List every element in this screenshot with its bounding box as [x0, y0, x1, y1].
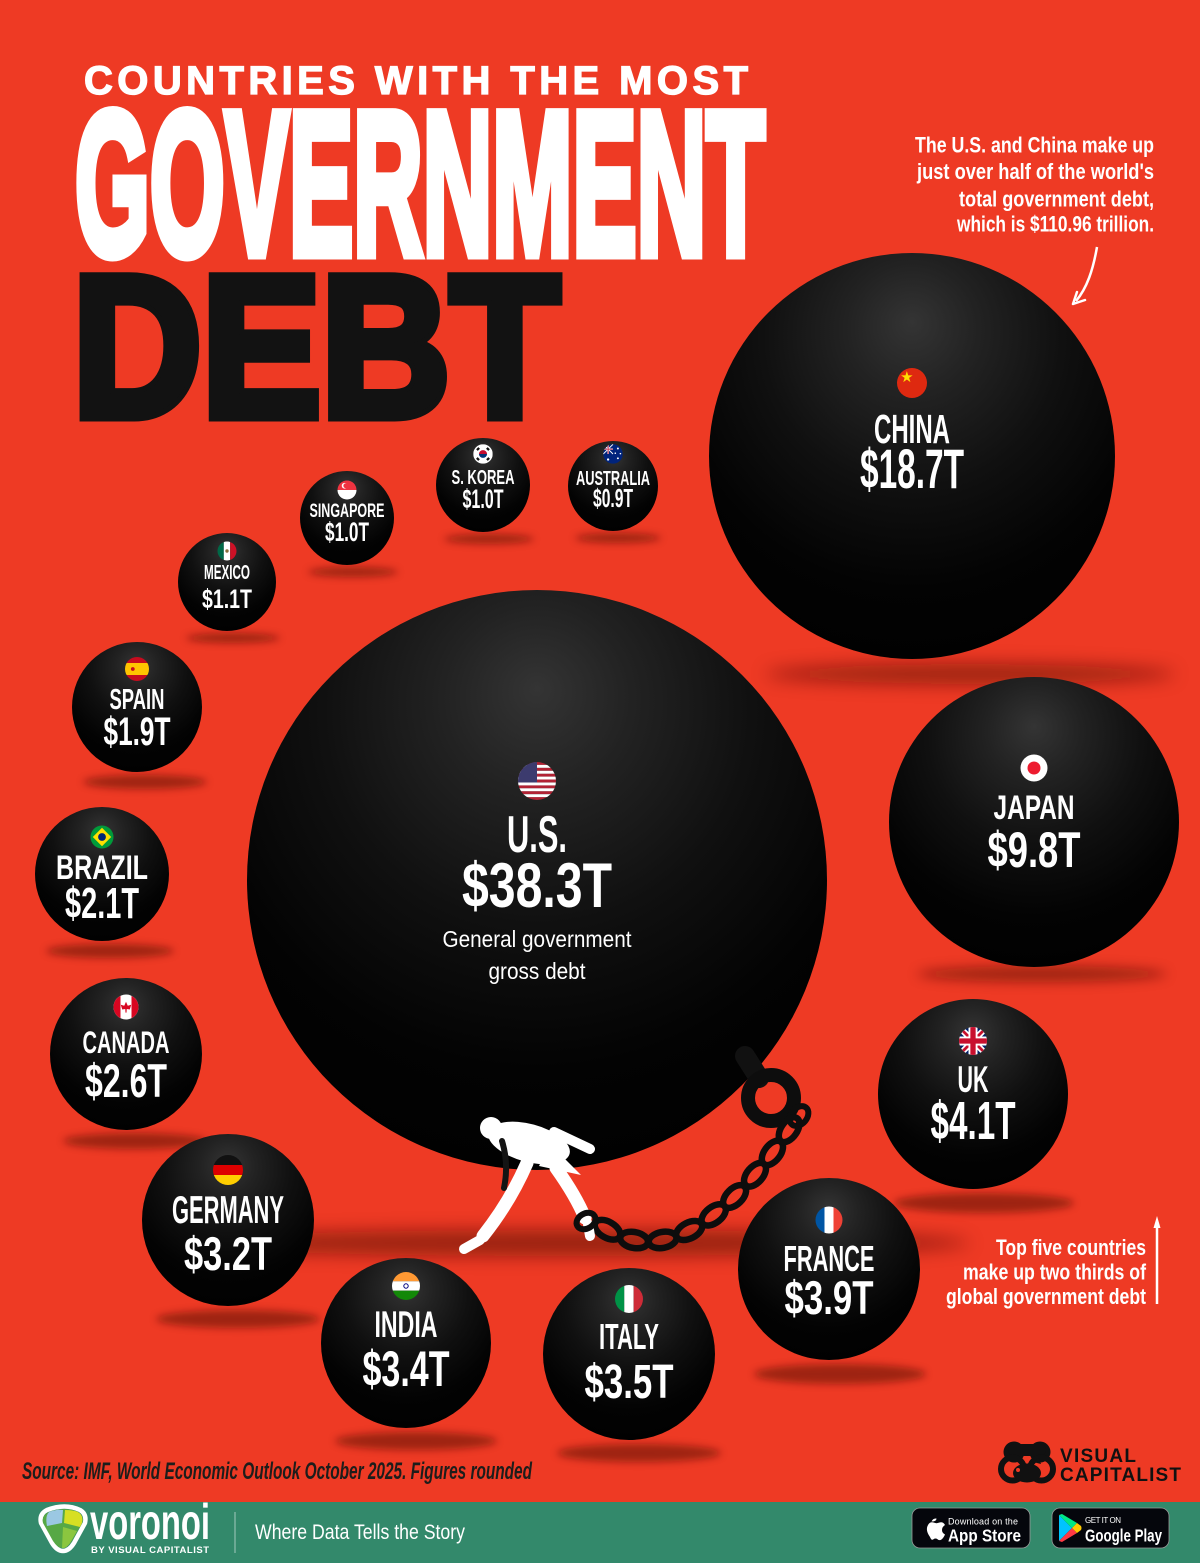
svg-text:which is $110.96 trillion.: which is $110.96 trillion. — [956, 211, 1154, 236]
svg-text:$38.3T: $38.3T — [462, 851, 612, 921]
svg-text:$1.0T: $1.0T — [325, 517, 369, 547]
svg-text:$3.9T: $3.9T — [785, 1271, 874, 1324]
svg-text:U.S.: U.S. — [507, 806, 567, 864]
svg-text:SPAIN: SPAIN — [110, 684, 165, 716]
svg-text:CAPITALIST: CAPITALIST — [1060, 1465, 1181, 1486]
svg-text:$3.5T: $3.5T — [585, 1356, 674, 1409]
svg-text:★: ★ — [900, 369, 913, 386]
svg-text:DEBT: DEBT — [73, 234, 560, 459]
svg-text:voronoi: voronoi — [90, 1494, 210, 1550]
svg-text:$18.7T: $18.7T — [860, 437, 964, 500]
svg-text:just over half of the world's: just over half of the world's — [916, 159, 1154, 184]
svg-text:MEXICO: MEXICO — [204, 562, 250, 584]
svg-text:BY VISUAL CAPITALIST: BY VISUAL CAPITALIST — [91, 1545, 209, 1556]
svg-text:$1.0T: $1.0T — [463, 484, 504, 514]
svg-text:INDIA: INDIA — [375, 1304, 438, 1345]
svg-text:GERMANY: GERMANY — [172, 1189, 284, 1232]
svg-text:Google Play: Google Play — [1085, 1526, 1162, 1546]
svg-text:$1.1T: $1.1T — [202, 584, 252, 614]
svg-text:SINGAPORE: SINGAPORE — [310, 501, 385, 522]
svg-text:$3.4T: $3.4T — [363, 1341, 450, 1397]
svg-text:Where Data Tells the Story: Where Data Tells the Story — [255, 1521, 465, 1544]
svg-text:Download on the: Download on the — [948, 1517, 1018, 1527]
svg-text:$4.1T: $4.1T — [931, 1091, 1016, 1151]
svg-text:$9.8T: $9.8T — [988, 822, 1081, 878]
svg-text:$2.6T: $2.6T — [85, 1054, 167, 1107]
svg-text:Top five countries: Top five countries — [996, 1235, 1146, 1260]
svg-text:global government debt: global government debt — [946, 1284, 1146, 1309]
svg-text:$3.2T: $3.2T — [184, 1227, 272, 1280]
svg-text:GOVERNMENT: GOVERNMENT — [75, 70, 765, 298]
svg-text:General government: General government — [443, 926, 633, 952]
svg-text:gross debt: gross debt — [489, 958, 587, 984]
svg-text:VISUAL: VISUAL — [1060, 1446, 1136, 1467]
svg-text:The U.S. and China make up: The U.S. and China make up — [915, 133, 1154, 158]
svg-text:FRANCE: FRANCE — [784, 1238, 875, 1279]
svg-text:CANADA: CANADA — [83, 1024, 170, 1060]
svg-text:Source: IMF, World Economic Ou: Source: IMF, World Economic Outlook Octo… — [22, 1458, 533, 1485]
svg-text:$0.9T: $0.9T — [593, 483, 633, 513]
svg-text:CHINA: CHINA — [874, 406, 950, 452]
svg-text:AUSTRALIA: AUSTRALIA — [576, 468, 650, 490]
svg-text:ITALY: ITALY — [599, 1316, 659, 1357]
svg-text:total government debt,: total government debt, — [959, 187, 1154, 212]
svg-text:BRAZIL: BRAZIL — [56, 849, 148, 887]
svg-text:S. KOREA: S. KOREA — [452, 467, 515, 489]
svg-text:make up two thirds of: make up two thirds of — [963, 1259, 1146, 1284]
svg-text:UK: UK — [958, 1059, 989, 1100]
svg-text:JAPAN: JAPAN — [994, 789, 1075, 827]
svg-text:GET IT ON: GET IT ON — [1085, 1516, 1121, 1525]
svg-text:$2.1T: $2.1T — [65, 879, 139, 928]
svg-text:$1.9T: $1.9T — [104, 710, 171, 754]
svg-text:App Store: App Store — [948, 1526, 1021, 1546]
